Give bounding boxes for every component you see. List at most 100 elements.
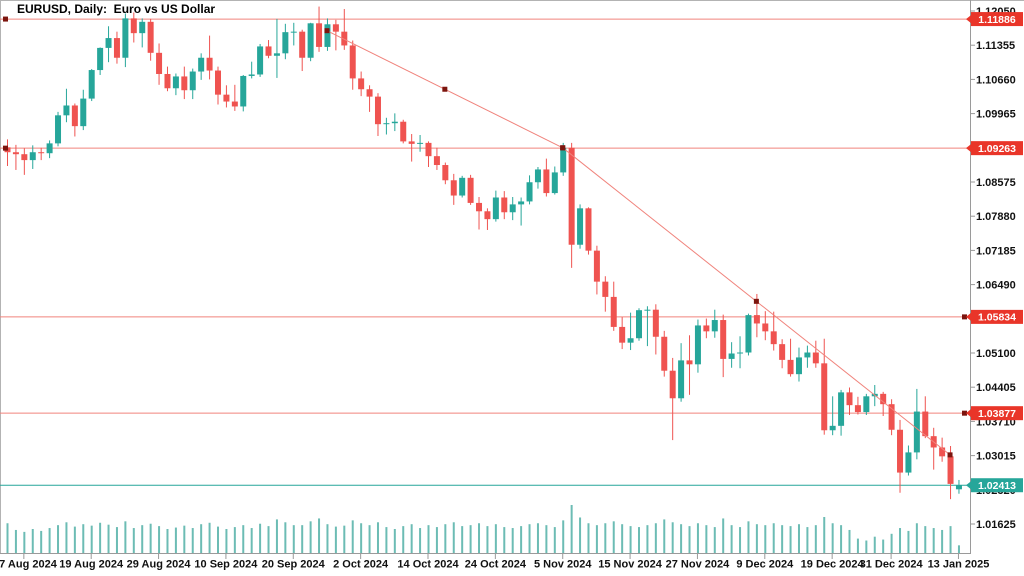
volume-bar	[217, 526, 219, 553]
candle-body	[779, 344, 786, 360]
candle-body	[206, 57, 213, 71]
candle-body	[560, 147, 567, 173]
volume-bar	[848, 529, 851, 553]
candle-body	[147, 21, 154, 53]
level-price-label-text: 1.05834	[978, 312, 1016, 324]
candle-body	[846, 392, 853, 406]
volume-bar	[604, 523, 607, 553]
candle-body	[661, 336, 668, 371]
volume-bar	[107, 524, 110, 553]
candle-body	[358, 78, 365, 90]
volume-bar	[478, 523, 481, 553]
volume-bar	[570, 505, 573, 553]
level-price-label	[971, 12, 1023, 27]
candle-body	[459, 177, 466, 196]
volume-bar	[814, 525, 817, 553]
volume-bar	[494, 524, 497, 553]
volume-bar	[890, 533, 893, 553]
candle-body	[770, 331, 777, 345]
candle-body	[156, 52, 163, 74]
volume-bar	[638, 527, 640, 553]
volume-bar	[528, 524, 531, 553]
volume-bar	[57, 525, 60, 553]
candle-body	[467, 177, 474, 203]
x-axis-label: 20 Sep 2024	[262, 559, 326, 571]
level-price-label-text: 1.09263	[978, 143, 1016, 155]
candle-body	[248, 74, 255, 76]
volume-bar	[385, 527, 388, 553]
volume-bar	[351, 520, 354, 553]
volume-bar	[99, 522, 102, 553]
candle-body	[164, 73, 171, 89]
candle-body	[745, 315, 752, 353]
volume-bar	[452, 522, 455, 553]
volume-bar	[23, 531, 26, 553]
x-axis-label: 14 Oct 2024	[397, 559, 459, 571]
candle-body	[678, 360, 685, 399]
candle-body	[577, 208, 584, 245]
level-line-anchor[interactable]	[3, 16, 8, 22]
candle-body	[223, 94, 230, 102]
y-axis-label: 1.09965	[976, 109, 1016, 121]
candle-body	[787, 359, 794, 375]
level-line-anchor[interactable]	[3, 145, 8, 151]
volume-bar	[410, 524, 413, 553]
candle-body	[391, 121, 398, 124]
candle-body	[644, 309, 651, 311]
volume-bar	[284, 522, 287, 553]
candle-body	[720, 320, 727, 359]
x-axis-label: 29 Aug 2024	[127, 559, 192, 571]
trendlines	[3, 16, 967, 458]
volume-bar	[595, 525, 598, 553]
volume-bar	[553, 527, 556, 553]
volume-bar	[932, 528, 935, 553]
candle-body	[55, 115, 62, 144]
level-line-anchor[interactable]	[962, 314, 967, 320]
trendline-anchor[interactable]	[947, 452, 953, 458]
candle-body	[21, 154, 28, 161]
trendline-anchor[interactable]	[324, 28, 330, 34]
level-price-label-notch	[966, 144, 971, 153]
trendline-anchor[interactable]	[753, 298, 759, 304]
volume-bar	[334, 526, 337, 553]
volume-bar	[646, 525, 649, 553]
volume-bar	[755, 524, 758, 553]
volume-bar	[924, 526, 927, 553]
candle-body	[543, 169, 550, 194]
candle-body	[922, 411, 929, 437]
volume-bar	[191, 528, 194, 553]
candle-body	[231, 101, 238, 107]
candle-body	[316, 23, 323, 47]
trendline-anchor[interactable]	[442, 86, 448, 92]
volume-bar	[233, 527, 236, 553]
volume-bar	[200, 524, 203, 553]
candle-body	[501, 197, 508, 213]
volume-bar	[856, 538, 859, 553]
volume-bar	[949, 526, 952, 553]
volume-bar	[688, 526, 691, 553]
x-axis-label: 10 Sep 2024	[194, 559, 258, 571]
level-price-label	[971, 309, 1023, 324]
x-axis-label: 2 Oct 2024	[333, 559, 389, 571]
horizontal-levels	[0, 18, 970, 486]
volume-bar	[124, 521, 127, 553]
trendline-anchor[interactable]	[560, 145, 566, 151]
volume-bar	[739, 527, 742, 553]
y-axis-label: 1.10660	[976, 74, 1016, 86]
volume-bar	[427, 525, 430, 553]
volume-bar	[899, 528, 902, 553]
x-axis: 7 Aug 2024 19 Aug 2024 29 Aug 2024 10 Sep 2…	[0, 554, 989, 571]
y-axis-label: 1.08575	[976, 177, 1016, 189]
y-axis-label: 1.05100	[976, 348, 1016, 360]
candle-body	[130, 18, 137, 34]
volume-bar	[562, 520, 565, 553]
volume-bar	[208, 522, 211, 553]
candle-body	[619, 326, 626, 343]
level-line-anchor[interactable]	[962, 410, 967, 416]
volume-bar	[6, 523, 9, 553]
volume-bar	[806, 527, 809, 553]
volume-bar	[621, 524, 624, 553]
volume-bar	[873, 536, 876, 553]
candle-body	[795, 357, 802, 375]
